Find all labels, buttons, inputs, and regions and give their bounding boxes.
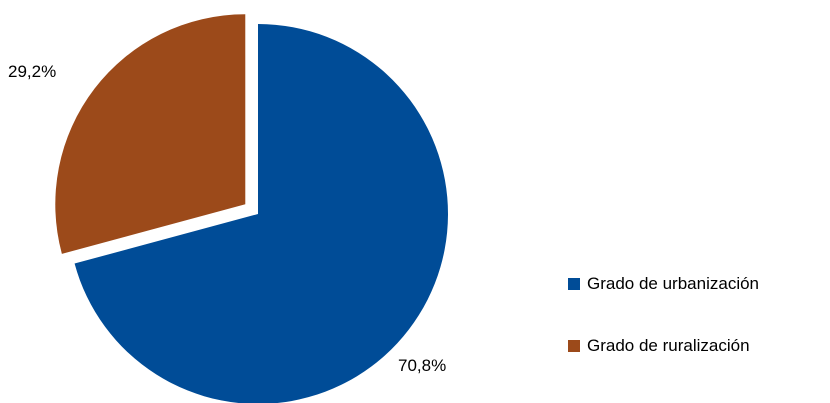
- data-label-urbanizacion: 70,8%: [398, 356, 447, 375]
- pie-slice-ruralizacion: [55, 14, 246, 254]
- data-label-ruralizacion: 29,2%: [8, 62, 57, 81]
- legend-swatch-ruralizacion: [568, 340, 580, 352]
- legend-label-ruralizacion: Grado de ruralización: [587, 336, 750, 355]
- legend-label-urbanizacion: Grado de urbanización: [587, 274, 760, 293]
- legend-swatch-urbanizacion: [568, 278, 580, 290]
- legend-item-urbanizacion: Grado de urbanización: [568, 270, 759, 298]
- legend-item-ruralizacion: Grado de ruralización: [568, 332, 759, 360]
- pie-slice-urbanizacion: [74, 24, 448, 403]
- legend: Grado de urbanización Grado de ruralizac…: [568, 270, 759, 394]
